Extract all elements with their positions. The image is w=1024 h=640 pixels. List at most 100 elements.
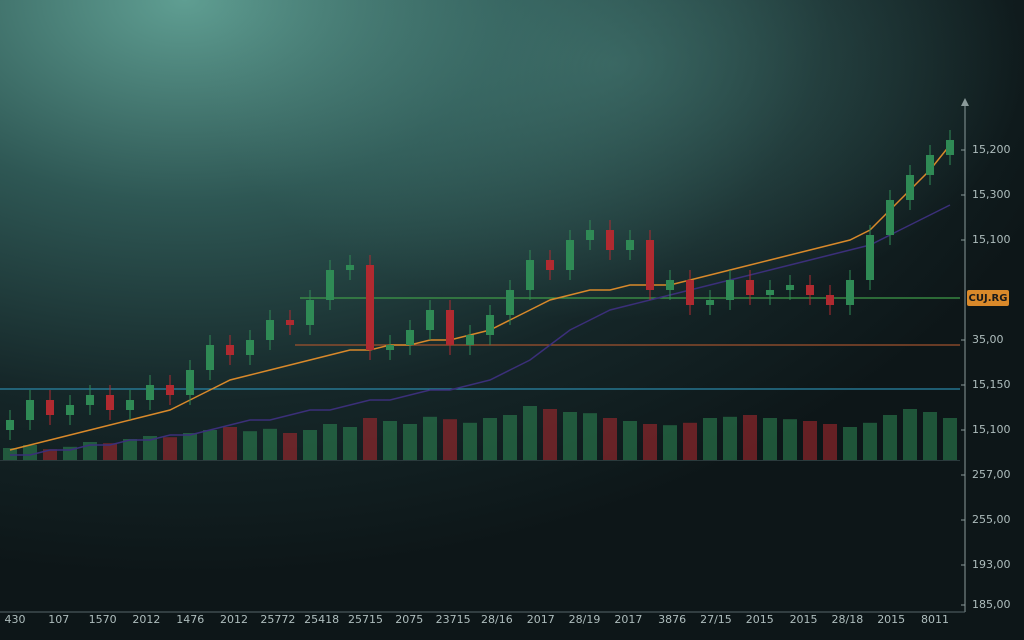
- volume-base: [0, 460, 960, 461]
- candle-body: [206, 345, 214, 370]
- volume-bar: [443, 419, 457, 460]
- candle-body: [686, 280, 694, 305]
- y-tick-label: 257,00: [972, 468, 1011, 481]
- candle-body: [106, 395, 114, 410]
- candle-body: [806, 285, 814, 295]
- candle-body: [746, 280, 754, 295]
- volume-bar: [483, 418, 497, 460]
- y-tick-label: 15,300: [972, 188, 1011, 201]
- x-tick-label: 25418: [304, 613, 339, 626]
- candle-body: [66, 405, 74, 415]
- x-tick-label: 430: [5, 613, 26, 626]
- candle-body: [626, 240, 634, 250]
- volume-bar: [383, 421, 397, 460]
- candle-body: [486, 315, 494, 335]
- candle-body: [6, 420, 14, 430]
- x-tick-label: 2015: [790, 613, 818, 626]
- x-tick-label: 8011: [921, 613, 949, 626]
- volume-bar: [903, 409, 917, 460]
- candle-body: [46, 400, 54, 415]
- volume-bar: [223, 427, 237, 460]
- y-tick-label: 15,100: [972, 233, 1011, 246]
- y-tick-label: 185,00: [972, 598, 1011, 611]
- candle-body: [886, 200, 894, 235]
- candle-body: [286, 320, 294, 325]
- candle-body: [906, 175, 914, 200]
- moving-average: [10, 204, 951, 456]
- volume-bar: [283, 433, 297, 460]
- volume-bar: [663, 425, 677, 460]
- x-tick-label: 28/16: [481, 613, 513, 626]
- candle-body: [666, 280, 674, 290]
- volume-bar: [863, 422, 877, 460]
- volume-bar: [823, 424, 837, 460]
- volume-bar: [23, 445, 37, 460]
- volume-bar: [423, 416, 437, 460]
- moving-average: [9, 144, 951, 451]
- volume-bar: [523, 406, 537, 460]
- volume-bar: [463, 422, 477, 460]
- volume-bar: [763, 418, 777, 460]
- candle-body: [726, 280, 734, 300]
- x-tick-label: 23715: [436, 613, 471, 626]
- volume-bar: [203, 430, 217, 460]
- x-tick-label: 1476: [176, 613, 204, 626]
- x-tick-label: 25715: [348, 613, 383, 626]
- volume-bar: [683, 422, 697, 460]
- volume-bar: [183, 433, 197, 460]
- volume-bar: [563, 412, 577, 460]
- volume-bar: [163, 437, 177, 460]
- x-tick-label: 28/18: [832, 613, 864, 626]
- candle-body: [866, 235, 874, 280]
- volume-bar: [743, 415, 757, 460]
- candle-body: [586, 230, 594, 240]
- x-tick-label: 2017: [527, 613, 555, 626]
- candle-body: [446, 310, 454, 345]
- candle-body: [226, 345, 234, 355]
- candle-body: [926, 155, 934, 175]
- candle-body: [826, 295, 834, 305]
- volume-bar: [43, 449, 57, 460]
- x-tick-label: 25772: [260, 613, 295, 626]
- candle-body: [126, 400, 134, 410]
- y-tick-label: 15,150: [972, 378, 1011, 391]
- candle-body: [846, 280, 854, 305]
- x-tick-label: 2012: [132, 613, 160, 626]
- candle-body: [306, 300, 314, 325]
- volume-bar: [503, 415, 517, 460]
- x-tick-label: 2015: [877, 613, 905, 626]
- y-axis-arrow: [961, 98, 969, 106]
- candle-body: [86, 395, 94, 405]
- candle-body: [406, 330, 414, 345]
- volume-bar: [703, 418, 717, 460]
- volume-bar: [623, 421, 637, 460]
- candle-body: [766, 290, 774, 295]
- volume-bar: [783, 419, 797, 460]
- volume-bar: [723, 416, 737, 460]
- volume-bar: [643, 424, 657, 460]
- volume-bar: [303, 430, 317, 460]
- y-tick-label: 15,100: [972, 423, 1011, 436]
- candle-body: [166, 385, 174, 395]
- candle-body: [186, 370, 194, 395]
- volume-bar: [943, 418, 957, 460]
- candle-body: [606, 230, 614, 250]
- x-tick-label: 2015: [746, 613, 774, 626]
- y-tick-label: 35,00: [972, 333, 1004, 346]
- candle-body: [786, 285, 794, 290]
- x-tick-label: 3876: [658, 613, 686, 626]
- volume-bar: [143, 436, 157, 460]
- volume-bar: [323, 424, 337, 460]
- volume-bar: [3, 448, 17, 460]
- volume-bar: [343, 427, 357, 460]
- candle-body: [326, 270, 334, 300]
- volume-bar: [803, 421, 817, 460]
- level-badge: [967, 290, 1009, 306]
- volume-bar: [883, 415, 897, 460]
- candle-body: [386, 345, 394, 350]
- x-tick-label: 28/19: [569, 613, 601, 626]
- volume-bar: [603, 418, 617, 460]
- y-tick-label: 15,200: [972, 143, 1011, 156]
